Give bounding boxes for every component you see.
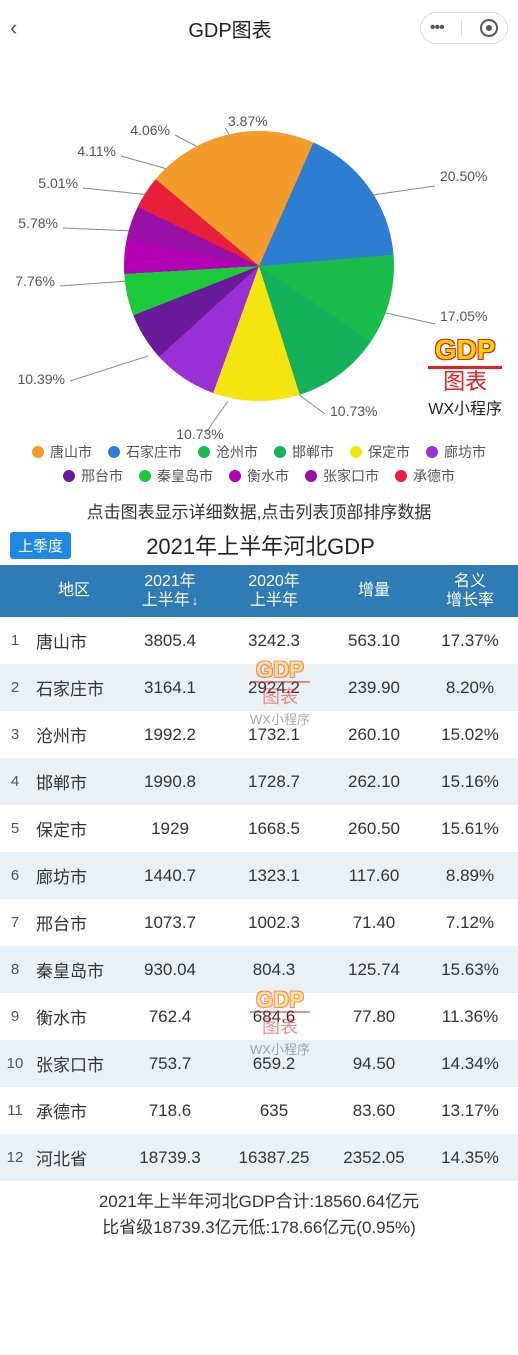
svg-text:20.50%: 20.50% bbox=[440, 168, 487, 184]
svg-text:5.01%: 5.01% bbox=[38, 175, 78, 191]
table-row[interactable]: 5保定市19291668.5260.5015.61% bbox=[0, 805, 518, 852]
table-body: GDP 图表 WX小程序 GDP 图表 WX小程序 1唐山市3805.43242… bbox=[0, 617, 518, 1181]
table-row[interactable]: 10张家口市753.7659.294.5014.34% bbox=[0, 1040, 518, 1087]
th-growth[interactable]: 名义增长率 bbox=[422, 572, 518, 610]
th-v2021[interactable]: 2021年上半年 bbox=[118, 572, 222, 610]
legend-item[interactable]: 张家口市 bbox=[305, 466, 379, 486]
miniprogram-capsule[interactable]: ••• bbox=[420, 12, 508, 44]
table-row[interactable]: 7邢台市1073.71002.371.407.12% bbox=[0, 899, 518, 946]
svg-text:10.73%: 10.73% bbox=[176, 426, 223, 442]
table-row[interactable]: 1唐山市3805.43242.3563.1017.37% bbox=[0, 617, 518, 664]
legend-swatch bbox=[139, 470, 151, 482]
pie-chart[interactable]: 20.50%17.05%10.73%10.73%10.39%7.76%5.78%… bbox=[0, 56, 518, 436]
legend-item[interactable]: 衡水市 bbox=[229, 466, 289, 486]
table-row[interactable]: 2石家庄市3164.12924.2239.908.20% bbox=[0, 664, 518, 711]
table-title: 2021年上半年河北GDP bbox=[71, 529, 450, 561]
legend-item[interactable]: 邢台市 bbox=[63, 466, 123, 486]
table-row[interactable]: 6廊坊市1440.71323.1117.608.89% bbox=[0, 852, 518, 899]
svg-text:5.78%: 5.78% bbox=[18, 215, 58, 231]
table-row[interactable]: 12河北省18739.316387.252352.0514.35% bbox=[0, 1134, 518, 1181]
footer-line1: 2021年上半年河北GDP合计:18560.64亿元 bbox=[0, 1189, 518, 1215]
legend-item[interactable]: 承德市 bbox=[395, 466, 455, 486]
th-region[interactable]: 地区 bbox=[30, 581, 118, 600]
table-header[interactable]: 地区2021年上半年2020年上半年增量名义增长率 bbox=[0, 565, 518, 617]
th-delta[interactable]: 增量 bbox=[326, 581, 422, 600]
table-row[interactable]: 3沧州市1992.21732.1260.1015.02% bbox=[0, 711, 518, 758]
legend-label: 张家口市 bbox=[323, 466, 379, 486]
svg-text:4.11%: 4.11% bbox=[77, 143, 116, 159]
legend-swatch bbox=[229, 470, 241, 482]
prev-quarter-button[interactable]: 上季度 bbox=[10, 532, 71, 559]
table-row[interactable]: 11承德市718.663583.6013.17% bbox=[0, 1087, 518, 1134]
table-row[interactable]: 9衡水市762.4684.677.8011.36% bbox=[0, 993, 518, 1040]
th-v2020[interactable]: 2020年上半年 bbox=[222, 572, 326, 610]
legend-label: 衡水市 bbox=[247, 466, 289, 486]
legend-swatch bbox=[395, 470, 407, 482]
footer-line2: 比省级18739.3亿元低:178.66亿元(0.95%) bbox=[0, 1215, 518, 1241]
header: ‹ GDP图表 ••• bbox=[0, 0, 518, 56]
table-title-row: 上季度 2021年上半年河北GDP bbox=[0, 529, 518, 565]
legend-swatch bbox=[305, 470, 317, 482]
legend-label: 承德市 bbox=[413, 466, 455, 486]
svg-text:10.73%: 10.73% bbox=[330, 403, 377, 419]
back-icon[interactable]: ‹ bbox=[10, 15, 40, 41]
legend-swatch bbox=[63, 470, 75, 482]
table-row[interactable]: 8秦皇岛市930.04804.3125.7415.63% bbox=[0, 946, 518, 993]
page-title: GDP图表 bbox=[40, 14, 420, 43]
svg-text:10.39%: 10.39% bbox=[18, 371, 65, 387]
svg-text:3.87%: 3.87% bbox=[228, 113, 268, 129]
legend-item[interactable]: 秦皇岛市 bbox=[139, 466, 213, 486]
legend-label: 邢台市 bbox=[81, 466, 123, 486]
hint-text: 点击图表显示详细数据,点击列表顶部排序数据 bbox=[0, 490, 518, 529]
table-row[interactable]: 4邯郸市1990.81728.7262.1015.16% bbox=[0, 758, 518, 805]
pie[interactable] bbox=[124, 131, 394, 401]
close-icon[interactable] bbox=[480, 19, 498, 37]
legend-label: 秦皇岛市 bbox=[157, 466, 213, 486]
more-icon[interactable]: ••• bbox=[430, 19, 444, 37]
footer: 2021年上半年河北GDP合计:18560.64亿元 比省级18739.3亿元低… bbox=[0, 1181, 518, 1248]
svg-text:17.05%: 17.05% bbox=[440, 308, 487, 324]
svg-text:7.76%: 7.76% bbox=[15, 273, 55, 289]
